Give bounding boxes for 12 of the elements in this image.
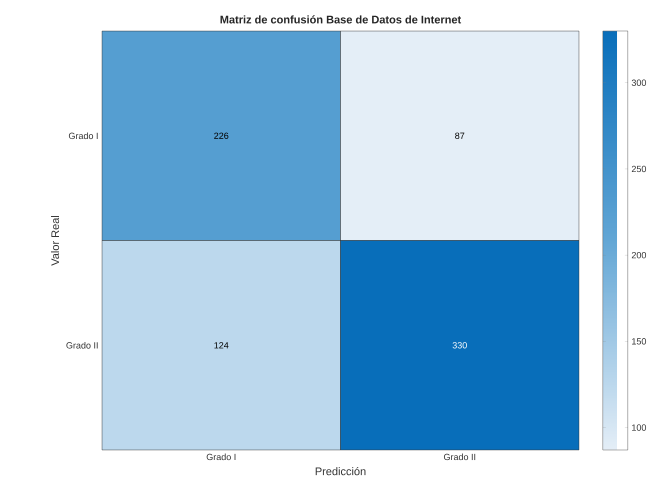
x-axis-title: Predicción (316, 467, 366, 476)
color-bar-label: 150 (632, 338, 646, 345)
color-bar-label: 300 (632, 80, 646, 86)
data-label: 226 (214, 132, 228, 139)
y-axis-title: Valor Real (51, 216, 60, 266)
color-bar-label: 200 (632, 252, 646, 258)
color-bar-label: 250 (632, 166, 646, 172)
data-label: 124 (214, 342, 228, 348)
data-label: 87 (455, 132, 464, 139)
color-bar-label: 100 (632, 424, 646, 431)
chart-title: Matriz de confusión Base de Datos de Internet (220, 15, 462, 24)
data-label: 330 (452, 342, 467, 348)
